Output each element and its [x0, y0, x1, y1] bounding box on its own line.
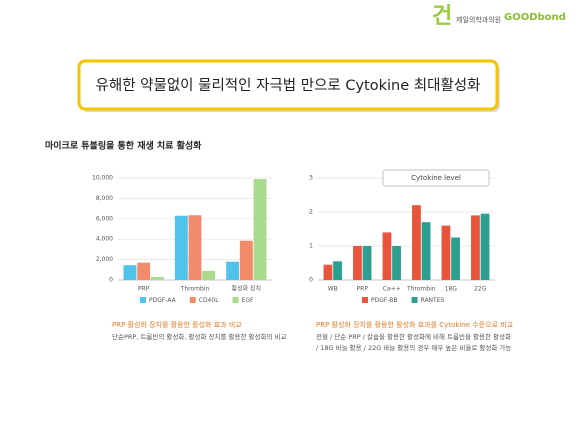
headline: 유해한 약물없이 물리적인 자극법 만으로 Cytokine 최대활성화 [96, 77, 481, 94]
y-tick-label: 2 [309, 209, 313, 216]
legend-swatch [362, 297, 368, 303]
x-tick-label: Thrombin [406, 286, 436, 293]
y-tick-label: 4,000 [96, 236, 113, 243]
annotation: Cytokine level [411, 174, 461, 182]
caption: PRP 활성화 장치를 활용한 활성화 효과 비교 [112, 320, 242, 329]
y-tick-label: 0 [309, 277, 313, 284]
x-tick-label: Ca++ [383, 286, 401, 293]
bar [362, 246, 372, 280]
y-tick-label: 8,000 [96, 195, 113, 202]
x-tick-label: Thrombin [180, 286, 210, 293]
bar [421, 222, 431, 280]
bar [333, 261, 342, 280]
y-tick-label: 10,000 [92, 175, 113, 182]
bar [239, 240, 253, 280]
y-tick-label: 2,000 [96, 256, 113, 263]
bar [123, 265, 137, 280]
headline-box [77, 59, 499, 111]
legend-swatch [232, 297, 239, 303]
legend-label: PDGF-BB [371, 297, 398, 304]
bar [480, 213, 490, 280]
x-tick-label: PRP [138, 286, 150, 293]
y-tick-label: 6,000 [96, 215, 113, 222]
legend-label: EGF [242, 297, 254, 304]
bar [392, 246, 401, 280]
description: 전혈 / 단순 PRP / 칼슘을 활용한 활성화에 비해 트롬빈을 활용한 활… [316, 332, 511, 341]
bar [353, 246, 362, 280]
x-tick-label: 18G [445, 286, 458, 293]
logo-mark: 건 [432, 4, 452, 29]
legend-swatch [411, 297, 418, 303]
legend-swatch [140, 297, 146, 303]
bar [253, 179, 267, 280]
description: / 18G 바늘 활용 / 22G 바늘 활용의 경우 매우 높은 비율로 활성… [316, 343, 511, 352]
bar [382, 232, 392, 280]
legend-label: PDGF-AA [149, 297, 177, 304]
bar [174, 215, 188, 280]
bar [137, 262, 151, 280]
logo-brand: GOODbond [504, 12, 566, 23]
bar [471, 215, 480, 280]
bar [188, 215, 202, 280]
bar [202, 270, 216, 280]
legend-label: RANTES [421, 297, 445, 304]
section-title: 마이크로 튜블링을 통한 재생 치료 활성화 [45, 140, 202, 152]
x-tick-label: 활성화 장치 [232, 285, 262, 293]
logo-clinic: 제일의학과의원 [456, 15, 501, 24]
y-tick-label: 1 [309, 243, 313, 250]
bar [323, 264, 333, 280]
annotation-box [382, 169, 490, 187]
y-tick-label: 0 [109, 277, 113, 284]
bar [226, 261, 240, 280]
x-tick-label: 22G [474, 286, 487, 293]
caption: PRP 활성화 장치를 활용한 활성화 효과를 Cytokine 수준으로 비교 [316, 320, 514, 329]
description: 단순PRP, 트롬빈의 활성화, 활성화 장치를 활용한 활성화의 비교 [112, 332, 286, 341]
x-tick-label: PRP [357, 286, 369, 293]
bar [451, 237, 460, 280]
bar [412, 205, 421, 280]
bar [150, 276, 164, 280]
y-tick-label: 3 [309, 175, 313, 182]
bar [441, 225, 451, 280]
legend-label: CD40L [199, 297, 219, 304]
x-tick-label: WB [328, 286, 338, 293]
legend-swatch [189, 297, 196, 303]
